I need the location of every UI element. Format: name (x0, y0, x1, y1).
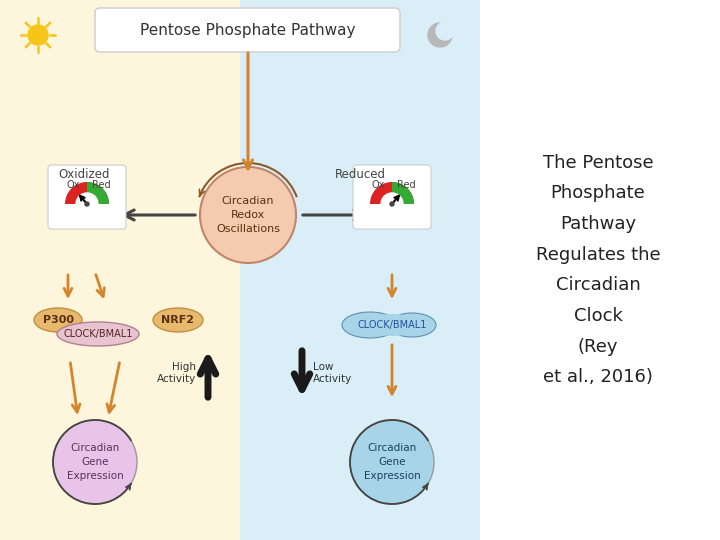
Circle shape (381, 193, 403, 215)
Wedge shape (87, 182, 109, 204)
Circle shape (436, 22, 454, 40)
Text: Circadian
Gene
Expression: Circadian Gene Expression (364, 443, 420, 481)
Text: Red: Red (91, 180, 110, 190)
Circle shape (390, 202, 394, 206)
Wedge shape (392, 182, 414, 204)
Ellipse shape (342, 312, 398, 338)
Circle shape (53, 420, 137, 504)
Wedge shape (65, 182, 109, 204)
Ellipse shape (57, 322, 139, 346)
Circle shape (28, 25, 48, 45)
Circle shape (76, 193, 98, 215)
FancyBboxPatch shape (353, 165, 431, 229)
Text: CLOCK/BMAL1: CLOCK/BMAL1 (63, 329, 132, 339)
FancyBboxPatch shape (48, 165, 126, 229)
Circle shape (85, 202, 89, 206)
Text: Red: Red (397, 180, 415, 190)
Text: The Pentose
Phosphate
Pathway
Regulates the
Circadian
Clock
(Rey
et al., 2016): The Pentose Phosphate Pathway Regulates … (536, 154, 660, 386)
Text: Reduced: Reduced (335, 168, 386, 181)
Text: High
Activity: High Activity (157, 362, 196, 384)
Ellipse shape (34, 308, 82, 332)
Text: Oxidized: Oxidized (58, 168, 109, 181)
Wedge shape (370, 182, 414, 204)
FancyBboxPatch shape (480, 0, 720, 540)
Circle shape (428, 23, 452, 47)
Text: CLOCK/BMAL1: CLOCK/BMAL1 (357, 320, 427, 330)
Ellipse shape (153, 308, 203, 332)
Text: Pentose Phosphate Pathway: Pentose Phosphate Pathway (140, 24, 356, 38)
FancyBboxPatch shape (0, 0, 240, 540)
Text: Circadian
Redox
Oscillations: Circadian Redox Oscillations (216, 196, 280, 234)
Circle shape (200, 167, 296, 263)
Text: P300: P300 (42, 315, 73, 325)
Text: NRF2: NRF2 (161, 315, 194, 325)
Text: Low
Activity: Low Activity (313, 362, 352, 384)
Text: Ox: Ox (66, 180, 80, 190)
FancyBboxPatch shape (95, 8, 400, 52)
Ellipse shape (388, 313, 436, 337)
Circle shape (350, 420, 434, 504)
Text: Circadian
Gene
Expression: Circadian Gene Expression (67, 443, 123, 481)
FancyBboxPatch shape (240, 0, 480, 540)
Ellipse shape (364, 314, 420, 336)
Text: Ox: Ox (372, 180, 384, 190)
